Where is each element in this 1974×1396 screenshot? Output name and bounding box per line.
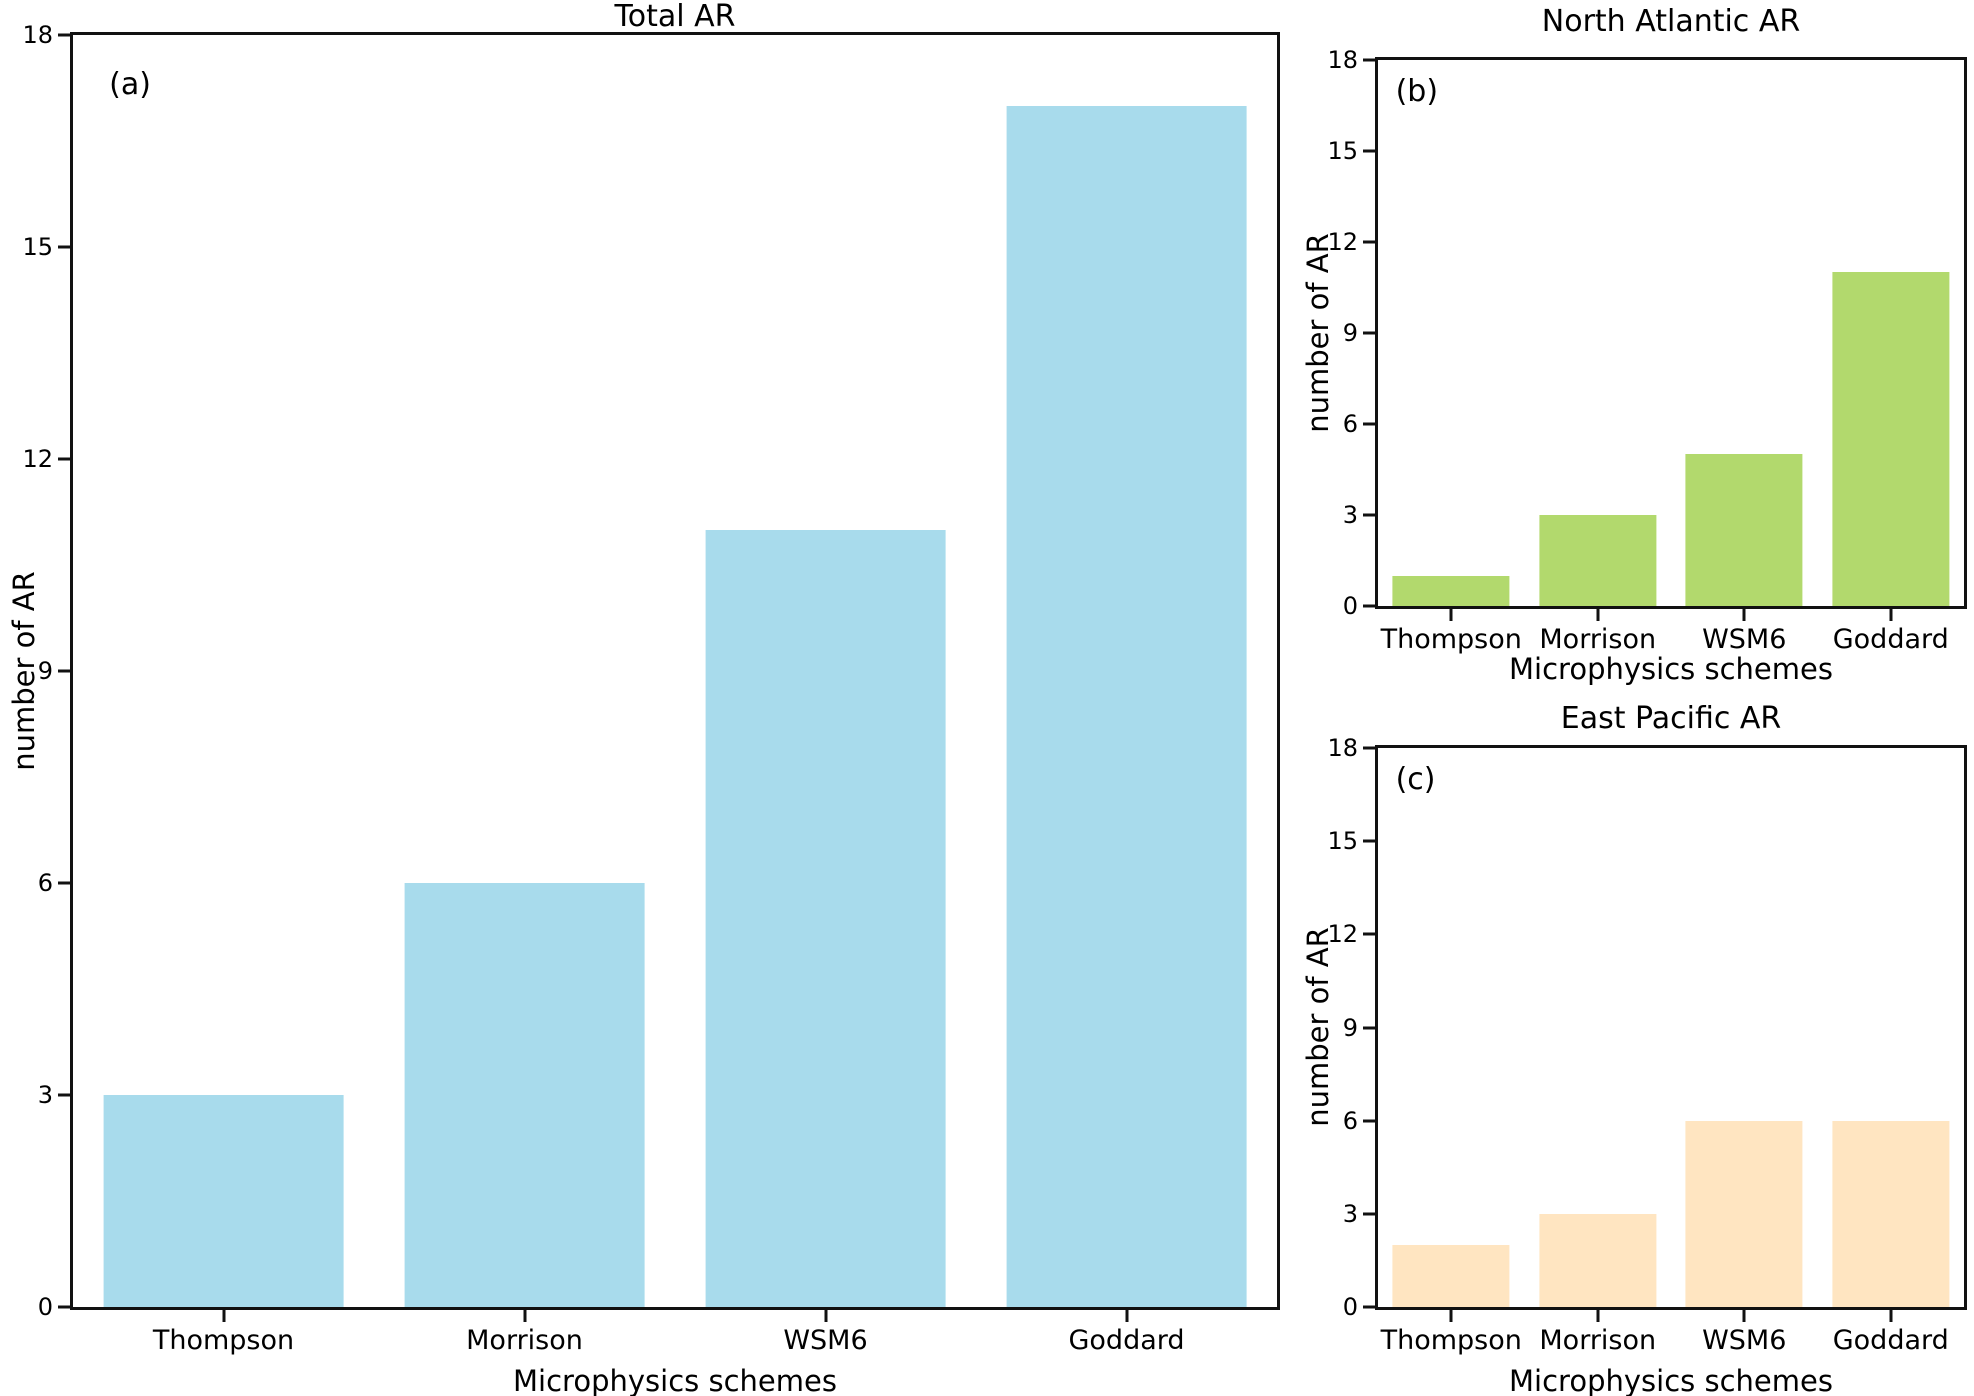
x-tick-mark-thompson	[222, 1310, 225, 1322]
y-tick-label-18: 18	[1327, 46, 1358, 74]
x-tick-mark-goddard	[1889, 609, 1893, 621]
bar-goddard	[1006, 105, 1247, 1307]
x-tick-label-morrison: Morrison	[466, 1325, 583, 1356]
y-tick-label-18: 18	[1327, 734, 1358, 762]
y-tick-mark-0	[1363, 604, 1375, 608]
x-tick-mark-wsm6	[824, 1310, 827, 1322]
x-tick-label-goddard: Goddard	[1068, 1325, 1185, 1356]
x-tick-mark-wsm6	[1742, 1310, 1746, 1322]
x-tick-mark-goddard	[1889, 1310, 1893, 1322]
y-tick-mark-3	[1363, 513, 1375, 517]
x-tick-label-thompson: Thompson	[1380, 1325, 1522, 1356]
plot-area-north-atlantic-ar: (b) 0 3 6 9 12 15 18 Thompson Morrison WSM6 Goddar…	[1327, 48, 1967, 654]
y-tick-label-0: 0	[1342, 592, 1358, 620]
y-tick-mark-15	[1363, 839, 1375, 843]
y-tick-mark-6	[58, 881, 70, 885]
y-tick-mark-0	[1363, 1305, 1375, 1309]
y-tick-label-12: 12	[1327, 920, 1358, 949]
y-tick-mark-18	[58, 33, 70, 37]
y-tick-mark-9	[58, 669, 70, 673]
bar-goddard	[1832, 272, 1950, 606]
chart-title-east-pacific-ar: East Pacific AR	[1560, 701, 1782, 736]
bar-thompson	[1392, 1244, 1510, 1307]
x-tick-label-goddard: Goddard	[1832, 624, 1949, 655]
y-tick-label-15: 15	[22, 233, 53, 261]
y-axis-label-east-pacific-ar: number of AR	[1301, 927, 1335, 1127]
y-tick-mark-18	[1363, 58, 1375, 62]
y-tick-label-9: 9	[1342, 1013, 1358, 1042]
x-tick-label-wsm6: WSM6	[1702, 624, 1787, 655]
y-tick-label-9: 9	[37, 657, 53, 685]
bar-morrison	[404, 883, 645, 1307]
x-axis-label-north-atlantic-ar: Microphysics schemes	[1509, 652, 1833, 686]
bar-morrison	[1539, 515, 1657, 606]
y-tick-mark-12	[1363, 932, 1375, 936]
bar-morrison	[1539, 1213, 1657, 1307]
y-tick-label-9: 9	[1342, 319, 1358, 347]
plot-area-total-ar: (a) 0 3 6 9 12 15 18 Thompson Morrison WSM6 Goddar…	[22, 23, 1280, 1355]
y-tick-mark-12	[1363, 240, 1375, 244]
y-tick-label-3: 3	[37, 1081, 53, 1109]
x-tick-mark-morrison	[1596, 1310, 1600, 1322]
x-tick-label-thompson: Thompson	[1380, 624, 1522, 655]
y-tick-label-0: 0	[37, 1293, 53, 1321]
y-tick-label-6: 6	[1342, 1106, 1358, 1135]
y-tick-mark-15	[1363, 149, 1375, 153]
chart-title-north-atlantic-ar: North Atlantic AR	[1541, 4, 1801, 39]
y-axis-label-north-atlantic-ar: number of AR	[1301, 233, 1335, 433]
y-tick-mark-3	[1363, 1212, 1375, 1216]
x-tick-label-wsm6: WSM6	[783, 1325, 868, 1356]
x-tick-label-morrison: Morrison	[1539, 624, 1657, 655]
x-axis-label-total-ar: Microphysics schemes	[513, 1364, 837, 1396]
y-tick-label-3: 3	[1342, 1199, 1358, 1228]
chart-title-total-ar: Total AR	[614, 0, 736, 34]
x-axis-label-east-pacific-ar: Microphysics schemes	[1509, 1364, 1833, 1396]
plot-area-east-pacific-ar: (c) 0 3 6 9 12 15 18 Thompson Morrison WSM6 Goddar…	[1327, 736, 1967, 1355]
y-tick-mark-9	[1363, 331, 1375, 335]
panel-letter-b: (b)	[1395, 73, 1439, 109]
panel-letter-a: (a)	[109, 66, 151, 102]
x-tick-label-wsm6: WSM6	[1702, 1325, 1787, 1356]
bar-wsm6	[705, 529, 946, 1307]
x-tick-mark-goddard	[1125, 1310, 1128, 1322]
y-tick-label-15: 15	[1327, 827, 1358, 856]
y-tick-mark-18	[1363, 746, 1375, 750]
y-tick-label-6: 6	[37, 869, 53, 897]
bar-thompson	[103, 1095, 344, 1307]
y-tick-mark-3	[58, 1093, 70, 1097]
x-tick-mark-morrison	[523, 1310, 526, 1322]
y-tick-label-12: 12	[1327, 228, 1358, 256]
y-tick-mark-6	[1363, 422, 1375, 426]
y-tick-label-0: 0	[1342, 1293, 1358, 1321]
y-axis-label-total-ar: number of AR	[7, 571, 41, 771]
x-tick-label-goddard: Goddard	[1832, 1325, 1949, 1356]
x-tick-mark-thompson	[1449, 1310, 1453, 1322]
panel-letter-c: (c)	[1395, 761, 1436, 797]
bar-thompson	[1392, 575, 1510, 606]
y-tick-mark-0	[58, 1305, 70, 1309]
x-tick-mark-thompson	[1449, 609, 1453, 621]
y-tick-mark-9	[1363, 1026, 1375, 1029]
y-tick-label-6: 6	[1342, 410, 1358, 438]
y-tick-label-15: 15	[1327, 137, 1358, 165]
x-tick-label-thompson: Thompson	[152, 1325, 295, 1356]
x-tick-mark-morrison	[1596, 609, 1600, 621]
y-tick-label-18: 18	[22, 21, 53, 49]
y-tick-mark-15	[58, 245, 70, 249]
bar-wsm6	[1685, 1120, 1803, 1307]
y-tick-label-12: 12	[22, 445, 53, 473]
x-tick-label-morrison: Morrison	[1539, 1325, 1657, 1356]
bar-goddard	[1832, 1120, 1950, 1307]
bar-wsm6	[1685, 454, 1803, 606]
y-tick-mark-6	[1363, 1119, 1375, 1123]
y-tick-mark-12	[58, 457, 70, 461]
x-tick-mark-wsm6	[1742, 609, 1746, 621]
y-tick-label-3: 3	[1342, 501, 1358, 529]
